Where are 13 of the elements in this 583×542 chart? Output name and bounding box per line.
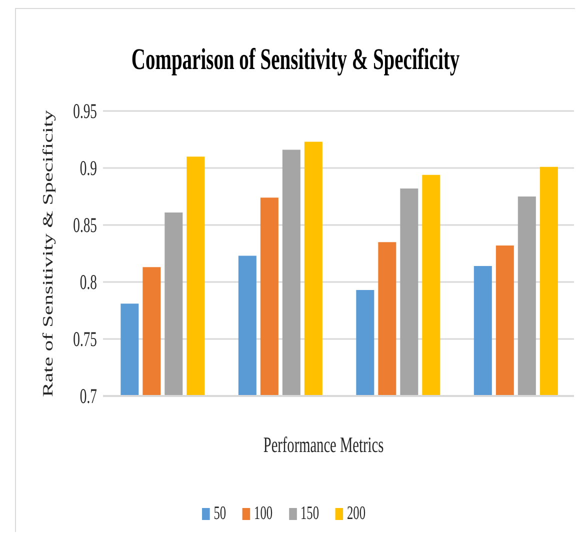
chart-title: Comparison of Sensitivity & Specificity [131, 43, 460, 77]
legend-label: 50 [214, 503, 226, 525]
legend-label: 200 [347, 503, 366, 525]
y-tick-label: 0.95 [73, 99, 98, 123]
y-tick-label: 0.9 [80, 156, 98, 180]
y-axis-title: Rate of Sensitivity & Specificity [40, 109, 56, 398]
y-tick-label: 0.8 [80, 270, 98, 294]
legend-label: 100 [254, 503, 273, 525]
legend-label: 150 [300, 503, 320, 525]
y-tick-label: 0.7 [80, 384, 98, 408]
y-tick-label: 0.75 [73, 327, 98, 351]
y-tick-label: 0.85 [73, 213, 98, 237]
x-axis-title: Performance Metrics [263, 432, 384, 458]
